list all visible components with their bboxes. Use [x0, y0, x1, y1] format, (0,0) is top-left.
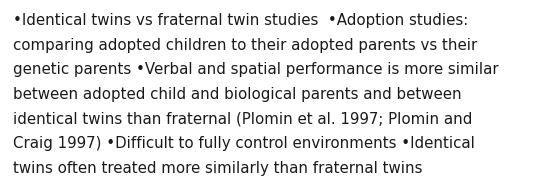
- Text: genetic parents •Verbal and spatial performance is more similar: genetic parents •Verbal and spatial perf…: [13, 62, 499, 77]
- Text: between adopted child and biological parents and between: between adopted child and biological par…: [13, 87, 461, 102]
- Text: comparing adopted children to their adopted parents vs their: comparing adopted children to their adop…: [13, 38, 477, 53]
- Text: •Identical twins vs fraternal twin studies  •Adoption studies:: •Identical twins vs fraternal twin studi…: [13, 13, 468, 28]
- Text: identical twins than fraternal (Plomin et al. 1997; Plomin and: identical twins than fraternal (Plomin e…: [13, 112, 473, 127]
- Text: twins often treated more similarly than fraternal twins: twins often treated more similarly than …: [13, 161, 422, 176]
- Text: Craig 1997) •Difficult to fully control environments •Identical: Craig 1997) •Difficult to fully control …: [13, 136, 475, 151]
